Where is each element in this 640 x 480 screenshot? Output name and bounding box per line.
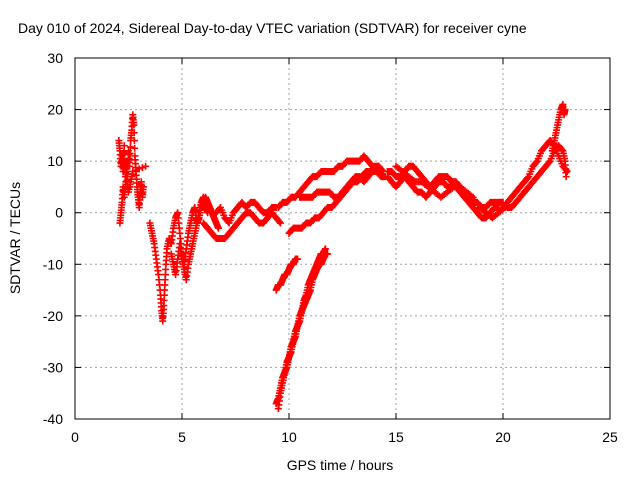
data-point-0-92 [139,183,147,191]
x-tick-label-2: 10 [281,429,297,445]
data-point-13-51 [558,146,566,154]
y-tick-label-3: -10 [43,256,63,272]
data-point-1-35 [138,164,146,172]
data-point-0-20 [120,142,128,150]
data-point-0-43 [126,143,134,151]
data-point-0-56 [130,121,138,129]
y-tick-label-5: 10 [47,153,63,169]
data-point-4-72 [276,219,284,227]
data-point-16-88 [321,245,329,253]
data-point-1-32 [129,167,137,175]
x-tick-label-0: 0 [71,429,79,445]
y-tick-label-4: 0 [55,205,63,221]
series-late-spike [548,100,569,155]
axis-ticks [74,57,611,420]
data-point-4-71 [275,218,283,226]
x-axis-title: GPS time / hours [287,457,394,473]
data-point-0-58 [130,137,138,145]
data-points [115,100,571,413]
x-tick-label-3: 15 [388,429,404,445]
y-tick-labels: -40 -30 -20 -10 0 10 20 30 [43,50,63,427]
y-tick-label-1: -30 [43,359,63,375]
plot-frame [74,57,611,420]
series-early-tail [116,162,150,227]
x-tick-label-4: 20 [495,429,511,445]
data-point-17-40 [294,255,302,263]
data-point-0-57 [130,129,138,137]
y-axis-title: SDTVAR / TECUs [7,182,23,294]
chart-title: Day 010 of 2024, Sidereal Day-to-day VTE… [18,20,527,36]
data-point-3-88 [214,224,222,232]
series-steep-descent-b [274,245,329,413]
series-east-third [392,162,509,222]
data-point-0-40 [126,162,134,170]
data-point-13-60 [562,173,570,181]
series-lower-arc [285,162,387,237]
data-point-12-31 [532,158,540,166]
data-point-1-36 [142,162,150,170]
series-short-segment [272,255,302,294]
data-point-13-39 [545,158,553,166]
data-point-8-87 [378,166,386,174]
x-tick-label-1: 5 [178,429,186,445]
y-tick-label-2: -20 [43,308,63,324]
data-point-14-28 [561,106,569,114]
series-late-rise [499,137,571,212]
data-point-0-42 [126,149,134,157]
series-mid-low [199,209,284,242]
y-tick-label-6: 20 [47,102,63,118]
data-point-1-34 [135,165,143,173]
x-tick-label-5: 25 [602,429,618,445]
series-cluster-6h [167,193,222,284]
y-tick-label-0: -40 [43,411,63,427]
y-tick-label-7: 30 [47,50,63,66]
series-late-second [503,142,570,212]
data-point-12-23 [524,174,532,182]
series-mid-high [212,198,280,227]
data-point-0-59 [131,144,139,152]
x-tick-labels: 0 5 10 15 20 25 [71,429,618,445]
series-early-spike [115,111,147,212]
data-point-1-33 [132,166,140,174]
grid-lines [75,58,610,419]
